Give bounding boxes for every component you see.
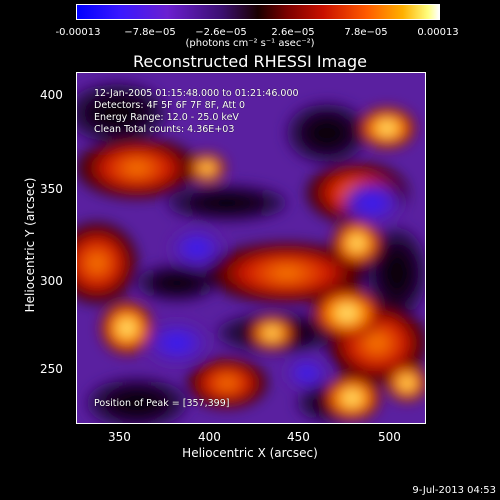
- annotation-detectors: Detectors: 4F 5F 6F 7F 8F, Att 0: [94, 100, 246, 111]
- colorbar-tick: -0.00013: [55, 27, 101, 38]
- x-axis-label: Heliocentric X (arcsec): [182, 446, 318, 460]
- y-tick-label: 250: [40, 362, 63, 376]
- annotation-time-range: 12-Jan-2005 01:15:48.000 to 01:21:46.000: [94, 88, 299, 99]
- colorbar-tick: −2.6e−05: [195, 27, 247, 38]
- rhessi-image: [76, 72, 426, 424]
- annotation-method: Clean Total counts: 4.36E+03: [94, 124, 235, 135]
- x-tick-label: 450: [287, 430, 310, 444]
- y-tick-label: 300: [40, 274, 63, 288]
- colorbar-tick: 7.8e−05: [344, 27, 388, 38]
- colorbar-tick: 2.6e−05: [271, 27, 315, 38]
- colorbar-units: (photons cm⁻² s⁻¹ asec⁻²): [185, 38, 315, 49]
- timestamp: 9-Jul-2013 04:53: [412, 485, 496, 496]
- annotation-energy: Energy Range: 12.0 - 25.0 keV: [94, 112, 239, 123]
- plot-title: Reconstructed RHESSI Image: [133, 52, 367, 71]
- x-tick-label: 350: [108, 430, 131, 444]
- x-tick-label: 400: [198, 430, 221, 444]
- x-tick-label: 500: [378, 430, 401, 444]
- y-tick-label: 400: [40, 88, 63, 102]
- colorbar-tick: 0.00013: [417, 27, 459, 38]
- peak-position-label: Position of Peak = [357,399]: [94, 398, 230, 409]
- y-tick-label: 350: [40, 182, 63, 196]
- colorbar: [76, 4, 440, 20]
- colorbar-tick: −7.8e−05: [124, 27, 176, 38]
- y-axis-label: Heliocentric Y (arcsec): [23, 177, 37, 313]
- rhessi-image-render: [77, 73, 425, 423]
